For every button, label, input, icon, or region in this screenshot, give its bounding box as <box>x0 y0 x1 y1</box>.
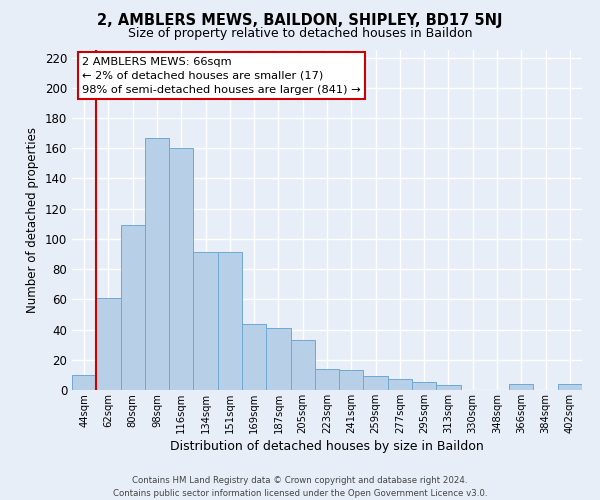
Bar <box>436 386 461 390</box>
Text: 2 AMBLERS MEWS: 66sqm
← 2% of detached houses are smaller (17)
98% of semi-detac: 2 AMBLERS MEWS: 66sqm ← 2% of detached h… <box>82 57 361 95</box>
X-axis label: Distribution of detached houses by size in Baildon: Distribution of detached houses by size … <box>170 440 484 453</box>
Bar <box>169 148 193 390</box>
Bar <box>242 324 266 390</box>
Text: 2, AMBLERS MEWS, BAILDON, SHIPLEY, BD17 5NJ: 2, AMBLERS MEWS, BAILDON, SHIPLEY, BD17 … <box>97 12 503 28</box>
Bar <box>72 375 96 390</box>
Bar <box>193 252 218 390</box>
Bar <box>509 384 533 390</box>
Bar <box>218 252 242 390</box>
Bar <box>96 298 121 390</box>
Text: Size of property relative to detached houses in Baildon: Size of property relative to detached ho… <box>128 28 472 40</box>
Bar <box>145 138 169 390</box>
Text: Contains HM Land Registry data © Crown copyright and database right 2024.
Contai: Contains HM Land Registry data © Crown c… <box>113 476 487 498</box>
Bar <box>339 370 364 390</box>
Bar <box>558 384 582 390</box>
Bar <box>364 376 388 390</box>
Bar <box>290 340 315 390</box>
Bar <box>315 369 339 390</box>
Bar <box>266 328 290 390</box>
Bar <box>412 382 436 390</box>
Bar <box>388 380 412 390</box>
Y-axis label: Number of detached properties: Number of detached properties <box>26 127 39 313</box>
Bar <box>121 226 145 390</box>
